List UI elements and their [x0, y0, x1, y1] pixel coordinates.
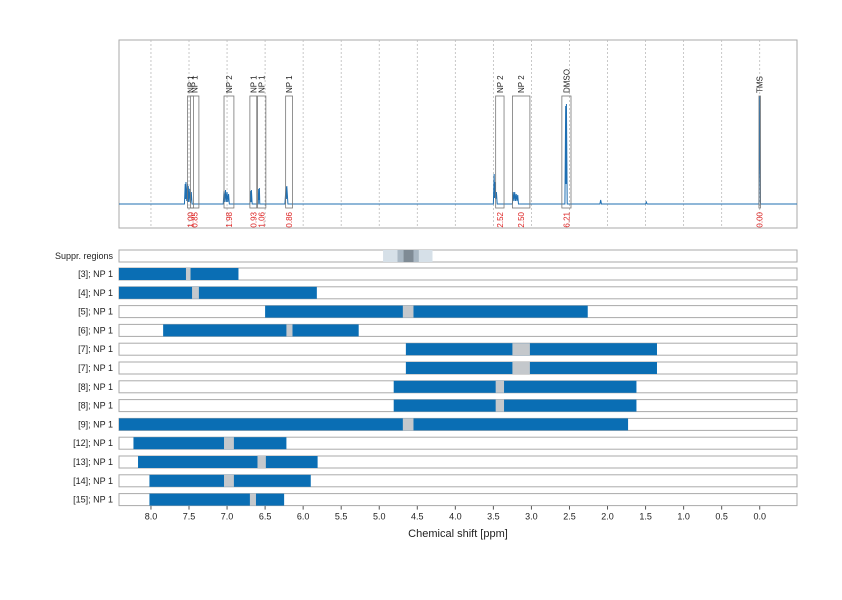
peak-box: [190, 95, 200, 209]
row-label: [14]; NP 1: [73, 476, 113, 486]
x-tick-label: 7.5: [183, 512, 196, 522]
peak-box: [257, 95, 267, 209]
peak-label: NP 1: [258, 75, 267, 93]
peak-box: [512, 95, 531, 209]
peak-label: NP 2: [496, 75, 505, 93]
range-gap: [512, 343, 530, 356]
row-label: [9]; NP 1: [78, 419, 113, 429]
row-label: [15]; NP 1: [73, 495, 113, 505]
row-label: [5]; NP 1: [78, 307, 113, 317]
row-label: Suppr. regions: [55, 251, 114, 261]
range-bar: [405, 362, 657, 374]
row-label: [7]; NP 1: [78, 344, 113, 354]
x-tick-label: 6.0: [297, 512, 310, 522]
peak-box: [249, 95, 258, 209]
x-tick-label: 6.5: [259, 512, 272, 522]
peak-label: TMS: [756, 76, 765, 93]
range-gap: [224, 437, 234, 450]
range-gap: [249, 493, 256, 506]
range-gap: [495, 380, 505, 393]
peak-box: [285, 95, 293, 209]
peak-label: NP 1: [285, 75, 294, 93]
integral-label: 1.98: [225, 211, 234, 227]
range-bar: [119, 418, 629, 431]
range-bar: [149, 493, 285, 506]
spectrum-frame: [118, 39, 798, 229]
range-bar: [133, 437, 287, 450]
peak-box: [561, 95, 572, 209]
range-bar: [119, 268, 239, 280]
x-tick-label: 7.0: [221, 512, 234, 522]
range-gap: [224, 474, 234, 487]
peak-label: NP 1: [249, 75, 258, 93]
range-bar: [265, 305, 588, 318]
x-tick-label: 5.5: [335, 512, 348, 522]
range-bar: [138, 456, 318, 468]
row-frame: [118, 493, 798, 507]
x-tick-label: 2.5: [563, 512, 576, 522]
range-gap: [257, 456, 266, 468]
range-gap: [402, 305, 414, 318]
peak-label: DMSO: [562, 69, 571, 93]
integral-label: 6.21: [562, 211, 571, 227]
integral-label: 2.52: [496, 211, 505, 227]
row-frame: [118, 249, 798, 263]
range-bar: [163, 324, 359, 337]
row-label: [4]; NP 1: [78, 288, 113, 298]
row-label: [13]; NP 1: [73, 457, 113, 467]
x-tick-label: 1.5: [639, 512, 652, 522]
x-axis-title: Chemical shift [ppm]: [408, 528, 508, 540]
row-label: [3]; NP 1: [78, 269, 113, 279]
range-gap: [192, 286, 199, 299]
integral-label: 0.93: [249, 211, 258, 227]
row-label: [12]; NP 1: [73, 438, 113, 448]
peak-box: [223, 95, 235, 209]
row-label: [8]; NP 1: [78, 382, 113, 392]
integral-label: 1.06: [258, 211, 267, 227]
x-tick-label: 3.5: [487, 512, 500, 522]
row-label: [8]; NP 1: [78, 401, 113, 411]
range-gap: [512, 362, 530, 374]
peak-label: NP 1: [191, 75, 200, 93]
range-bar: [119, 286, 317, 299]
range-bar: [393, 380, 637, 393]
peak-label: NP 2: [225, 75, 234, 93]
x-tick-label: 5.0: [373, 512, 386, 522]
integral-label: 0.85: [191, 211, 200, 227]
row-label: [7]; NP 1: [78, 363, 113, 373]
range-gap: [185, 268, 191, 280]
x-tick-label: 8.0: [145, 512, 158, 522]
x-tick-label: 0.5: [715, 512, 728, 522]
range-bar: [405, 343, 657, 356]
row-label: [6]; NP 1: [78, 325, 113, 335]
range-bar: [393, 399, 637, 412]
range-gap: [495, 399, 505, 412]
peak-label: NP 2: [517, 75, 526, 93]
integral-label: 0.86: [285, 211, 294, 227]
row-frame: [118, 436, 798, 450]
integral-label: 2.50: [517, 211, 526, 227]
range-gap: [402, 418, 414, 431]
x-tick-label: 4.0: [449, 512, 462, 522]
x-tick-label: 4.5: [411, 512, 424, 522]
x-tick-label: 2.0: [601, 512, 614, 522]
integral-label: 0.00: [756, 211, 765, 227]
x-tick-label: 1.0: [677, 512, 690, 522]
peak-label: NP 1: [187, 75, 196, 93]
spectrum-line: [119, 95, 797, 205]
range-gap: [286, 324, 293, 337]
peak-box: [758, 95, 761, 209]
x-tick-label: 0.0: [753, 512, 766, 522]
x-tick-label: 3.0: [525, 512, 538, 522]
suppression-region: [403, 250, 414, 262]
peak-box: [495, 95, 505, 209]
integral-label: 1.00: [187, 211, 196, 227]
